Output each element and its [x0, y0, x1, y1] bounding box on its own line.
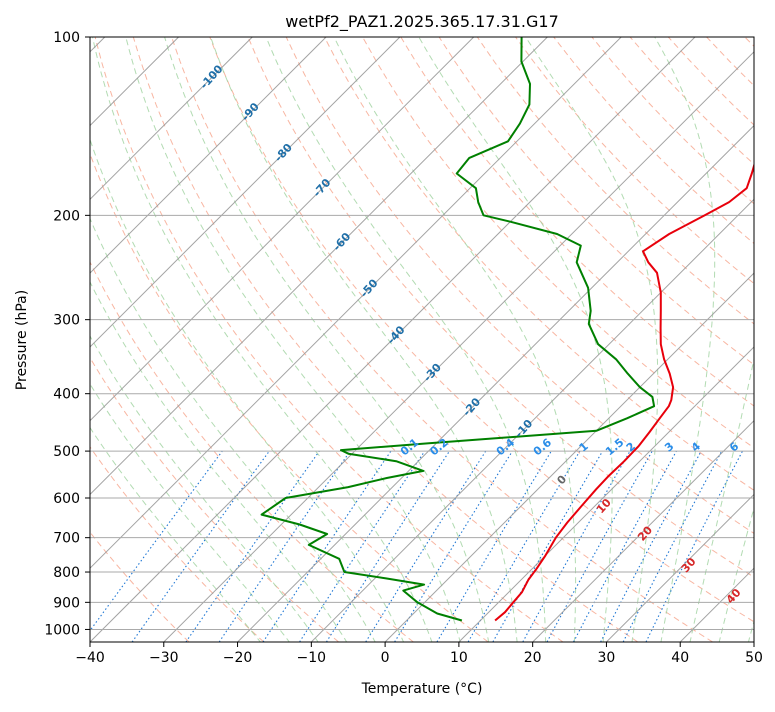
y-tick-label: 400	[53, 387, 80, 403]
x-tick-label: 0	[381, 650, 390, 666]
y-axis-label: Pressure (hPa)	[14, 290, 30, 390]
y-tick-label: 500	[53, 444, 80, 460]
x-axis-label: Temperature (°C)	[361, 681, 483, 697]
y-tick-label: 200	[53, 208, 80, 224]
x-tick-label: −40	[75, 650, 105, 666]
y-tick-label: 1000	[44, 622, 80, 638]
x-tick-label: 50	[745, 650, 763, 666]
chart-title: wetPf2_PAZ1.2025.365.17.31.G17	[285, 12, 559, 32]
y-tick-label: 100	[53, 30, 80, 46]
y-tick-label: 800	[53, 565, 80, 581]
y-tick-label: 300	[53, 313, 80, 329]
x-tick-label: −30	[149, 650, 179, 666]
y-tick-label: 600	[53, 491, 80, 507]
x-tick-label: 10	[450, 650, 468, 666]
x-tick-label: 20	[524, 650, 542, 666]
y-tick-label: 900	[53, 595, 80, 611]
x-tick-label: −20	[223, 650, 253, 666]
x-tick-label: −10	[297, 650, 327, 666]
y-tick-label: 700	[53, 531, 80, 547]
x-tick-label: 40	[671, 650, 689, 666]
x-tick-label: 30	[598, 650, 616, 666]
